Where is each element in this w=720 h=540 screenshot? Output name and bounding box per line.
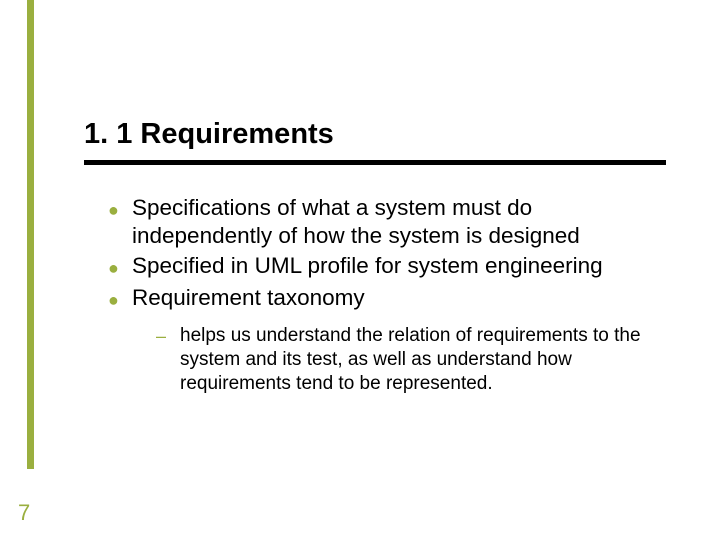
title-underline	[84, 160, 666, 165]
bullet-item: ● Specifications of what a system must d…	[108, 194, 668, 250]
slide-title: 1. 1 Requirements	[84, 118, 334, 151]
bullet-text: Specifications of what a system must do …	[132, 194, 668, 250]
bullet-text: Specified in UML profile for system engi…	[132, 252, 603, 280]
bullet-icon: ●	[108, 252, 132, 282]
slide: 1. 1 Requirements ● Specifications of wh…	[0, 0, 720, 540]
page-number: 7	[18, 500, 30, 526]
bullet-text: Requirement taxonomy	[132, 284, 365, 312]
bullet-icon: ●	[108, 284, 132, 314]
bullet-item: ● Requirement taxonomy	[108, 284, 668, 314]
bullet-item: ● Specified in UML profile for system en…	[108, 252, 668, 282]
sub-bullet-text: helps us understand the relation of requ…	[180, 324, 668, 396]
body: ● Specifications of what a system must d…	[108, 194, 668, 398]
accent-bar	[27, 0, 34, 469]
sub-bullet-item: – helps us understand the relation of re…	[156, 324, 668, 396]
bullet-icon: ●	[108, 194, 132, 224]
dash-icon: –	[156, 324, 180, 348]
